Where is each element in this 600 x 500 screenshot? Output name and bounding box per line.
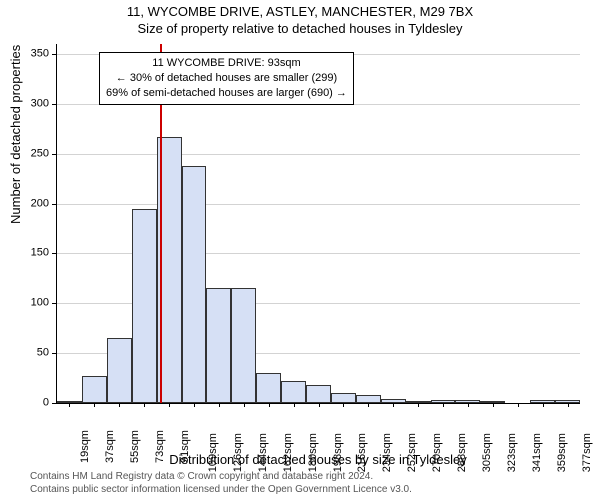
x-tick-mark — [468, 403, 469, 407]
histogram-bar — [182, 166, 207, 403]
legend-line-2: ← 30% of detached houses are smaller (29… — [106, 71, 347, 86]
x-tick-mark — [568, 403, 569, 407]
x-tick-mark — [543, 403, 544, 407]
footnote-line-1: Contains HM Land Registry data © Crown c… — [30, 471, 412, 484]
chart-container: 11, WYCOMBE DRIVE, ASTLEY, MANCHESTER, M… — [0, 0, 600, 500]
histogram-bar — [82, 376, 107, 403]
x-tick-mark — [294, 403, 295, 407]
x-tick-mark — [119, 403, 120, 407]
x-tick-mark — [269, 403, 270, 407]
y-tick-mark — [52, 403, 57, 404]
grid-line — [57, 204, 580, 205]
histogram-bar — [206, 288, 231, 403]
x-tick-mark — [393, 403, 394, 407]
y-tick-label: 350 — [19, 48, 49, 59]
grid-line — [57, 154, 580, 155]
y-tick-mark — [52, 303, 57, 304]
legend-line-3: 69% of semi-detached houses are larger (… — [106, 86, 347, 101]
y-tick-mark — [52, 204, 57, 205]
y-tick-mark — [52, 104, 57, 105]
y-tick-label: 300 — [19, 98, 49, 109]
x-tick-mark — [319, 403, 320, 407]
chart-title-sub: Size of property relative to detached ho… — [0, 21, 600, 36]
y-tick-label: 100 — [19, 298, 49, 309]
y-tick-label: 250 — [19, 148, 49, 159]
y-tick-mark — [52, 353, 57, 354]
x-tick-mark — [244, 403, 245, 407]
y-tick-label: 200 — [19, 198, 49, 209]
histogram-bar — [132, 209, 157, 403]
legend-line-1: 11 WYCOMBE DRIVE: 93sqm — [106, 56, 347, 71]
x-tick-mark — [144, 403, 145, 407]
histogram-bar — [281, 381, 306, 403]
y-tick-mark — [52, 154, 57, 155]
y-tick-mark — [52, 54, 57, 55]
x-axis-label: Distribution of detached houses by size … — [56, 452, 580, 467]
x-tick-mark — [368, 403, 369, 407]
histogram-bar — [306, 385, 331, 403]
y-tick-label: 50 — [19, 348, 49, 359]
y-tick-mark — [52, 253, 57, 254]
legend-box: 11 WYCOMBE DRIVE: 93sqm ← 30% of detache… — [99, 52, 354, 105]
histogram-bar — [107, 338, 132, 403]
x-tick-label: 377sqm — [582, 433, 593, 472]
footnote: Contains HM Land Registry data © Crown c… — [30, 471, 412, 496]
x-tick-mark — [493, 403, 494, 407]
x-tick-mark — [418, 403, 419, 407]
x-tick-mark — [94, 403, 95, 407]
y-tick-label: 150 — [19, 248, 49, 259]
x-tick-mark — [443, 403, 444, 407]
plot-area: 05010015020025030035019sqm37sqm55sqm73sq… — [56, 44, 580, 404]
histogram-bar — [331, 393, 356, 403]
x-tick-mark — [169, 403, 170, 407]
x-tick-mark — [219, 403, 220, 407]
x-tick-mark — [343, 403, 344, 407]
footnote-line-2: Contains public sector information licen… — [30, 484, 412, 497]
x-tick-mark — [518, 403, 519, 407]
x-tick-mark — [69, 403, 70, 407]
histogram-bar — [356, 395, 381, 403]
y-tick-label: 0 — [19, 398, 49, 409]
histogram-bar — [256, 373, 281, 403]
histogram-bar — [231, 288, 256, 403]
x-tick-mark — [194, 403, 195, 407]
chart-title-main: 11, WYCOMBE DRIVE, ASTLEY, MANCHESTER, M… — [0, 4, 600, 19]
